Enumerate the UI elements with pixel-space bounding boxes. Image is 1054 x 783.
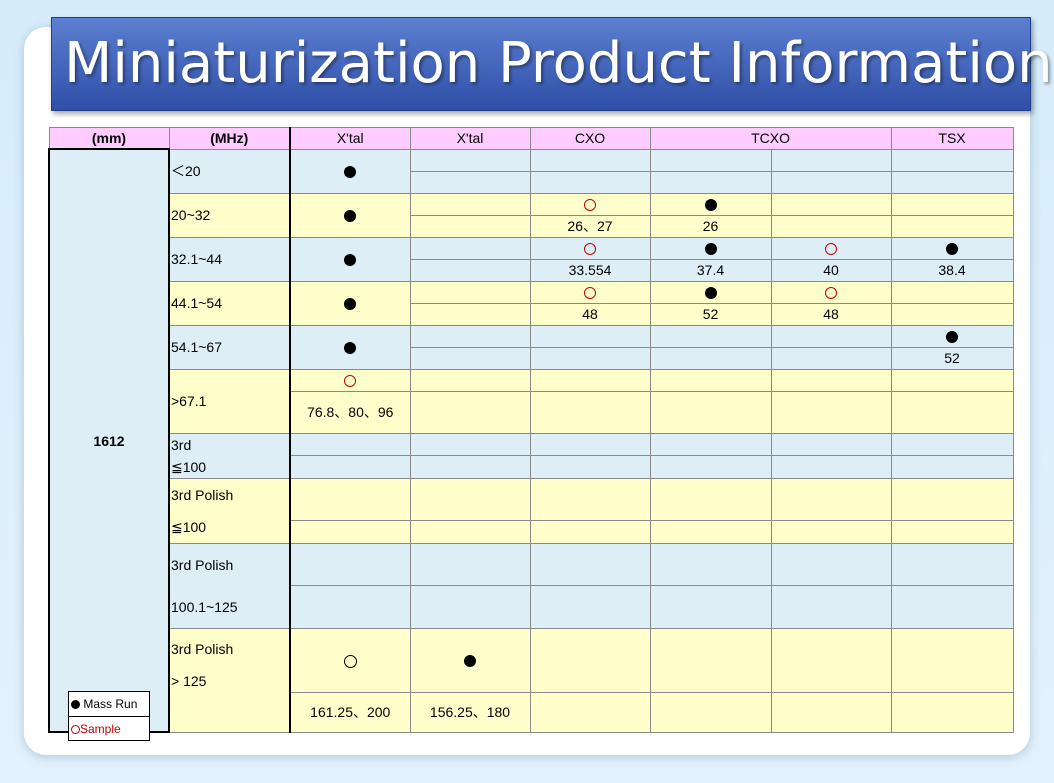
- size-value: 1612: [93, 432, 125, 449]
- open-circle-icon: [584, 287, 596, 300]
- open-circle-icon: [344, 375, 357, 388]
- filled-dot-icon: [344, 342, 357, 355]
- open-circle-icon: [584, 243, 596, 256]
- filled-dot-icon: [704, 243, 717, 256]
- cell-value: 76.8、80、96: [289, 390, 411, 434]
- freq-range: 3rd ≦100: [168, 432, 291, 479]
- open-circle-icon: [343, 654, 357, 668]
- cell-value: 37.4: [649, 258, 772, 282]
- cell-value: 48: [529, 302, 651, 326]
- header-row: (mm) (MHz) X'tal X'tal CXO TCXO TSX: [48, 127, 1014, 150]
- title-bar: Miniaturization Product Information: [51, 17, 1053, 111]
- freq-range: ＜20: [168, 148, 291, 194]
- legend: Mass Run Sample: [68, 691, 150, 741]
- cell-value: 38.4: [890, 258, 1014, 282]
- header-cxo: CXO: [529, 127, 651, 150]
- cell-value: 52: [890, 346, 1014, 370]
- size-cell: 1612: [48, 148, 170, 733]
- open-circle-icon: [584, 199, 596, 212]
- freq-range: 3rd Polish > 125: [168, 627, 291, 733]
- filled-dot-icon: [71, 700, 80, 710]
- header-mm: (mm): [48, 127, 170, 150]
- cell-value: 48: [770, 302, 892, 326]
- cell-value: 33.554: [529, 258, 651, 282]
- cell-value: 52: [649, 302, 772, 326]
- filled-dot-icon: [946, 331, 959, 344]
- filled-dot-icon: [704, 287, 717, 300]
- filled-dot-icon: [704, 199, 717, 212]
- cell-value: 26、27: [529, 214, 651, 238]
- legend-mass-run: Mass Run: [69, 692, 149, 716]
- filled-dot-icon: [344, 254, 357, 267]
- cell-value: 161.25、200: [289, 691, 411, 733]
- open-circle-icon: [71, 725, 80, 735]
- open-circle-icon: [825, 243, 837, 256]
- product-table: (mm) (MHz) X'tal X'tal CXO TCXO TSX 1612…: [48, 127, 1014, 733]
- freq-range: 54.1~67: [168, 324, 291, 370]
- filled-dot-icon: [464, 655, 476, 668]
- freq-range: 20~32: [168, 192, 291, 238]
- open-circle-icon: [825, 287, 837, 300]
- freq-range: >67.1: [168, 368, 291, 434]
- mass-run-marker: [289, 148, 411, 194]
- header-tcxo: TCXO: [649, 127, 892, 150]
- header-tsx: TSX: [890, 127, 1014, 150]
- header-mhz: (MHz): [168, 127, 291, 150]
- page-title: Miniaturization Product Information: [64, 31, 1053, 96]
- freq-range: 44.1~54: [168, 280, 291, 326]
- cell-value: 26: [649, 214, 772, 238]
- cell-value: 156.25、180: [409, 691, 531, 733]
- cell-value: 40: [770, 258, 892, 282]
- freq-range: 3rd Polish ≦100: [168, 477, 291, 544]
- legend-sample: Sample: [69, 716, 149, 741]
- header-xtal-1: X'tal: [289, 127, 411, 150]
- filled-dot-icon: [946, 243, 959, 256]
- header-xtal-2: X'tal: [409, 127, 531, 150]
- filled-dot-icon: [344, 298, 357, 311]
- filled-dot-icon: [344, 166, 357, 179]
- freq-range: 32.1~44: [168, 236, 291, 282]
- freq-range: 3rd Polish 100.1~125: [168, 542, 291, 629]
- filled-dot-icon: [344, 210, 357, 223]
